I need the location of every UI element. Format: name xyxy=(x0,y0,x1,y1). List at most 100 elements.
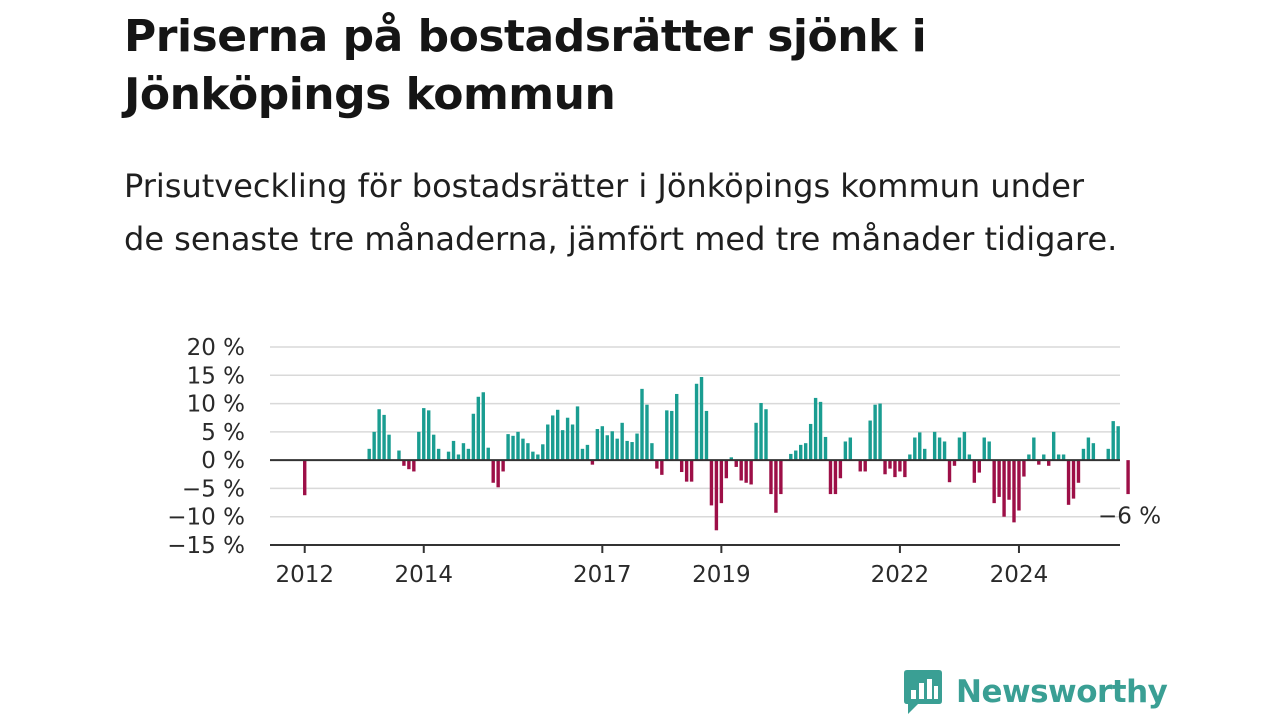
bar-chart: 20 %15 % 10 %5 %0 %−5 % −10 %−15 % 2012 2014… xyxy=(167,335,1161,588)
bar xyxy=(635,433,639,461)
bar xyxy=(660,460,664,475)
bar xyxy=(843,441,848,461)
y-tick-label: −15 % xyxy=(167,533,245,559)
bar xyxy=(1111,421,1115,461)
bar xyxy=(1027,454,1031,461)
bar xyxy=(749,460,753,485)
bar xyxy=(431,434,436,461)
bar xyxy=(605,435,609,461)
y-tick-label: 0 % xyxy=(201,448,245,474)
latest-value-label: −6 % xyxy=(1098,504,1161,530)
bar xyxy=(600,426,605,461)
bar xyxy=(813,397,818,461)
y-tick-label: −10 % xyxy=(167,505,245,531)
bar xyxy=(863,460,867,472)
bar xyxy=(1042,454,1046,461)
bar xyxy=(883,460,887,475)
y-tick-label: 15 % xyxy=(187,363,245,389)
bar xyxy=(957,437,962,461)
bar xyxy=(709,460,714,506)
bar xyxy=(1076,460,1081,483)
bar xyxy=(1106,448,1110,461)
newsworthy-logo[interactable]: Newsworthy xyxy=(902,668,1168,716)
bar xyxy=(382,414,386,461)
bar xyxy=(560,430,565,461)
bar xyxy=(972,460,977,483)
bar xyxy=(610,431,614,461)
bar xyxy=(372,431,376,461)
bar xyxy=(734,460,738,467)
bar xyxy=(491,460,495,483)
bar xyxy=(471,413,476,461)
bar xyxy=(1051,431,1056,461)
bar xyxy=(908,454,912,461)
bar xyxy=(759,403,763,461)
bar xyxy=(521,438,525,461)
bar xyxy=(1081,448,1086,461)
bars xyxy=(303,376,1130,531)
bar xyxy=(1002,460,1006,517)
bar xyxy=(407,460,411,470)
bar xyxy=(942,441,947,461)
bar xyxy=(729,457,733,461)
bar xyxy=(848,437,853,461)
bar xyxy=(595,429,600,461)
bar xyxy=(436,448,441,461)
bar xyxy=(466,448,471,461)
bar xyxy=(422,408,426,461)
bar xyxy=(997,460,1001,497)
bar xyxy=(962,431,967,461)
bar xyxy=(689,460,694,482)
bar xyxy=(794,450,798,461)
bar xyxy=(303,460,307,496)
bar xyxy=(427,410,431,461)
bar xyxy=(1032,437,1036,461)
bar xyxy=(754,422,758,461)
bar xyxy=(526,443,530,461)
bar xyxy=(823,436,828,461)
bar xyxy=(868,420,872,461)
brand-name: Newsworthy xyxy=(956,674,1168,710)
bar xyxy=(675,393,679,461)
bar xyxy=(744,460,748,483)
bar xyxy=(947,460,952,483)
bar xyxy=(932,431,937,461)
bar xyxy=(387,434,391,461)
x-tick-label: 2012 xyxy=(275,562,334,588)
bar xyxy=(893,460,897,478)
bar xyxy=(724,460,729,479)
bar xyxy=(461,443,466,461)
bar xyxy=(506,434,510,461)
bar xyxy=(377,409,381,461)
bar xyxy=(913,437,917,461)
bar xyxy=(625,440,629,461)
bar xyxy=(650,443,654,461)
bar xyxy=(858,460,862,472)
x-tick-label: 2014 xyxy=(394,562,453,588)
bar xyxy=(1022,460,1026,477)
bar xyxy=(1061,454,1066,461)
bar xyxy=(987,441,991,461)
bar xyxy=(1116,426,1120,461)
bar xyxy=(496,460,500,488)
bar xyxy=(684,460,689,482)
bar xyxy=(838,460,843,479)
chart-title: Priserna på bostadsrätter sjönk i Jönköp… xyxy=(124,11,927,120)
bar xyxy=(828,460,833,495)
bar xyxy=(585,444,590,461)
bar xyxy=(937,437,942,461)
annotations: −6 % xyxy=(1098,504,1161,530)
bar xyxy=(1037,460,1041,465)
bar xyxy=(1047,460,1051,466)
bar xyxy=(670,410,674,461)
bar xyxy=(565,417,570,461)
bar xyxy=(818,401,823,461)
bar xyxy=(655,460,659,469)
axes: 20 %15 % 10 %5 %0 %−5 % −10 %−15 % 2012 2014… xyxy=(167,335,1120,588)
bar xyxy=(456,454,461,461)
bar xyxy=(1086,437,1091,461)
bar xyxy=(808,423,813,461)
bar xyxy=(803,443,808,461)
bar xyxy=(903,460,907,478)
x-tick-label: 2024 xyxy=(990,562,1049,588)
